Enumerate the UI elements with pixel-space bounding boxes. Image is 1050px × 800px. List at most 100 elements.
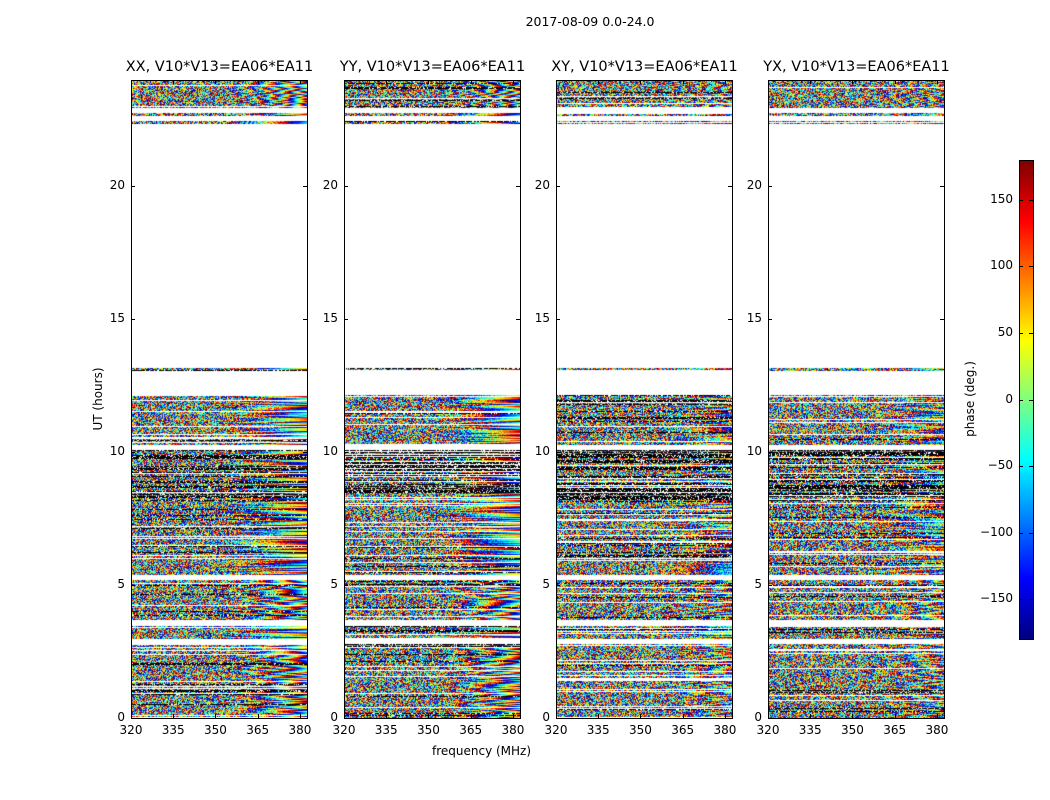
y-tick [940,186,944,188]
x-tick [512,714,514,718]
x-tick [257,714,259,718]
x-tick [344,714,345,718]
x-tick-label: 380 [925,723,949,737]
x-tick-label: 320 [756,723,780,737]
x-tick [682,80,684,84]
y-tick [556,452,560,454]
x-tick-label: 320 [332,723,356,737]
y-tick [344,718,348,719]
x-tick-label: 365 [459,723,483,737]
y-tick-label: 15 [322,311,338,326]
colorbar-tick [1019,266,1023,268]
panel-title: XY, V10*V13=EA06*EA11 [551,59,738,75]
x-tick-label: 350 [204,723,227,737]
x-tick [598,714,600,718]
x-tick-label: 350 [841,723,864,737]
panel-title: YX, V10*V13=EA06*EA11 [763,59,950,75]
y-tick-label: 5 [754,577,762,592]
colorbar-tick [1029,599,1033,601]
colorbar-tick [1029,466,1033,468]
colorbar-tick [1019,399,1023,401]
y-tick [728,718,732,719]
waterfall-panel-1 [344,80,521,719]
x-tick-label: 365 [246,723,270,737]
x-tick-label: 335 [586,723,610,737]
colorbar-tick-label: −50 [987,458,1013,473]
y-tick [556,186,560,188]
y-tick [516,186,520,188]
x-tick [344,80,345,84]
x-tick-label: 335 [374,723,398,737]
x-tick [428,80,430,84]
x-tick [852,80,854,84]
x-tick [936,714,938,718]
x-tick [556,80,557,84]
x-tick [173,80,175,84]
y-tick-label: 15 [746,311,762,326]
y-tick [516,319,520,321]
y-tick-label: 20 [322,178,338,193]
y-tick-label: 20 [534,178,550,193]
x-tick [386,80,388,84]
y-tick [131,585,135,587]
y-tick-label: 0 [754,710,762,724]
x-tick-label: 365 [671,723,695,737]
x-tick-label: 350 [417,723,440,737]
x-tick-label: 365 [883,723,907,737]
y-tick [940,319,944,321]
phase-heatmap [769,81,944,718]
y-tick [303,186,307,188]
x-tick [810,714,812,718]
y-tick [303,585,307,587]
y-tick [940,585,944,587]
x-tick [640,80,642,84]
colorbar-tick [1029,332,1033,334]
x-tick [386,714,388,718]
colorbar-tick [1029,532,1033,534]
x-tick [428,714,430,718]
y-tick [728,452,732,454]
x-tick-label: 350 [629,723,652,737]
colorbar-tick [1029,399,1033,401]
colorbar-label: phase (deg.) [963,361,977,437]
x-tick-label: 380 [501,723,525,737]
y-tick [728,186,732,188]
colorbar-gradient [1020,161,1033,639]
y-tick [131,319,135,321]
y-tick [344,452,348,454]
y-tick [344,585,348,587]
y-tick [516,452,520,454]
colorbar-tick [1019,599,1023,601]
x-tick-label: 320 [119,723,143,737]
y-tick [728,319,732,321]
x-tick [852,714,854,718]
y-tick-label: 10 [322,444,338,459]
y-tick [768,319,772,321]
x-tick [640,714,642,718]
colorbar-tick [1019,466,1023,468]
x-tick [724,714,726,718]
y-tick-label: 20 [746,178,762,193]
colorbar-tick [1019,199,1023,201]
y-tick-label: 10 [109,444,125,459]
x-tick [131,714,132,718]
y-tick-label: 5 [542,577,550,592]
x-tick-label: 320 [544,723,568,737]
x-tick [512,80,514,84]
y-tick-label: 15 [534,311,550,326]
y-tick-label: 10 [746,444,762,459]
phase-heatmap [345,81,520,718]
figure-title: 2017-08-09 0.0-24.0 [525,14,655,29]
y-tick-label: 0 [330,710,338,724]
colorbar-tick-label: 100 [990,258,1013,273]
y-tick-label: 5 [117,577,125,592]
x-tick [215,80,217,84]
x-tick [299,80,301,84]
colorbar-tick [1019,532,1023,534]
x-tick [299,714,301,718]
x-tick [215,714,217,718]
y-tick [768,718,772,719]
waterfall-panel-0 [131,80,308,719]
x-tick [682,714,684,718]
x-tick [768,80,769,84]
